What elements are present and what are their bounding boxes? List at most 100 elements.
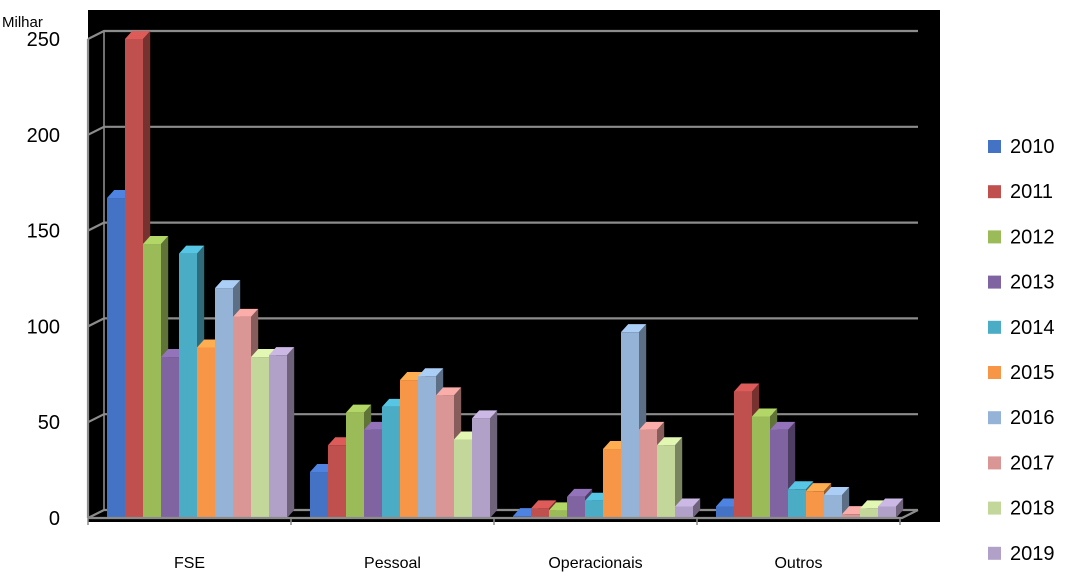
bar-front bbox=[310, 472, 328, 518]
bar-top bbox=[567, 488, 593, 497]
bar-front bbox=[675, 506, 693, 518]
legend: 2010 2011 2012 2013 2014 2015 2016 2017 2018 2019 bbox=[988, 136, 1055, 565]
bar-top bbox=[472, 410, 498, 419]
bar-front bbox=[734, 391, 752, 518]
bar-front bbox=[400, 380, 418, 518]
legend-label: 2015 bbox=[1010, 362, 1055, 384]
bar-front bbox=[454, 439, 472, 518]
legend-swatch bbox=[988, 411, 1001, 425]
x-tick-label: Pessoal bbox=[364, 555, 421, 572]
legend-label: 2016 bbox=[1010, 407, 1055, 429]
bar-top bbox=[436, 387, 462, 396]
legend-swatch bbox=[988, 501, 1001, 515]
bar-front bbox=[233, 316, 251, 518]
legend-swatch bbox=[988, 275, 1001, 289]
bar-front bbox=[364, 429, 382, 518]
bar-top bbox=[770, 421, 796, 430]
legend-label: 2017 bbox=[1010, 452, 1055, 474]
legend-label: 2013 bbox=[1010, 272, 1055, 294]
bar-front bbox=[878, 506, 896, 518]
bar-top bbox=[788, 481, 814, 490]
bar bbox=[675, 498, 701, 518]
bar-front bbox=[472, 418, 490, 518]
bar-top bbox=[824, 487, 850, 496]
y-tick-label: 200 bbox=[27, 125, 60, 147]
legend-swatch bbox=[988, 366, 1001, 379]
legend-label: 2014 bbox=[1010, 317, 1055, 339]
legend-swatch bbox=[988, 140, 1001, 153]
bar-front bbox=[621, 332, 639, 518]
bar-top bbox=[418, 368, 444, 377]
y-tick-label: 0 bbox=[49, 508, 60, 530]
floor-edge bbox=[88, 509, 919, 520]
bar-front bbox=[716, 506, 734, 518]
bar-front bbox=[269, 355, 287, 518]
legend-label: 2011 bbox=[1010, 181, 1053, 203]
bar-side bbox=[693, 498, 701, 518]
bar-side bbox=[490, 410, 498, 518]
bar-top bbox=[269, 347, 295, 356]
bar-front bbox=[143, 244, 161, 518]
bar-front bbox=[418, 376, 436, 518]
unit-label: Milhar bbox=[2, 14, 43, 31]
bar-top bbox=[752, 408, 778, 417]
legend-swatch bbox=[988, 230, 1001, 244]
bar-front bbox=[197, 347, 215, 518]
bar-front bbox=[603, 449, 621, 518]
y-tick-label: 50 bbox=[38, 412, 60, 434]
bar-front bbox=[567, 496, 585, 518]
bar-front bbox=[788, 489, 806, 518]
bar-front bbox=[585, 500, 603, 518]
bar-front bbox=[639, 429, 657, 518]
bar-front bbox=[125, 39, 143, 518]
bar-top bbox=[125, 31, 151, 39]
bar-side bbox=[287, 347, 295, 518]
x-tick-label: Outros bbox=[774, 555, 822, 572]
bar-front bbox=[179, 253, 197, 519]
bar-front bbox=[251, 357, 269, 518]
bar-top bbox=[621, 324, 647, 333]
bar-top bbox=[878, 498, 904, 507]
bar-side bbox=[675, 437, 683, 518]
bar-front bbox=[549, 510, 567, 518]
bar-front bbox=[382, 406, 400, 518]
bar bbox=[878, 498, 904, 518]
bar-front bbox=[770, 429, 788, 518]
legend-swatch bbox=[988, 185, 1001, 199]
legend-label: 2019 bbox=[1010, 543, 1055, 565]
bar-front bbox=[161, 357, 179, 518]
bar bbox=[269, 347, 295, 518]
bar-front bbox=[215, 288, 233, 518]
bar-top bbox=[531, 500, 557, 509]
bars bbox=[107, 31, 904, 519]
bar-top bbox=[346, 404, 372, 413]
bar-top bbox=[657, 437, 683, 446]
legend-label: 2012 bbox=[1010, 226, 1055, 248]
bar-front bbox=[752, 416, 770, 518]
legend-label: 2010 bbox=[1010, 136, 1055, 158]
legend-swatch bbox=[988, 546, 1001, 560]
bar-front bbox=[842, 514, 860, 518]
bar-front bbox=[436, 395, 454, 518]
x-tick-label: FSE bbox=[174, 555, 205, 572]
bar-top bbox=[675, 498, 701, 507]
bar bbox=[657, 437, 683, 518]
legend-swatch bbox=[988, 456, 1001, 470]
y-tick-label: 100 bbox=[27, 316, 60, 338]
bar-front bbox=[657, 445, 675, 518]
bar-top bbox=[639, 421, 665, 430]
bar-top bbox=[734, 383, 760, 392]
bar-top bbox=[179, 245, 205, 254]
legend-label: 2018 bbox=[1010, 498, 1055, 520]
bar-side bbox=[896, 498, 904, 518]
legend-swatch bbox=[988, 320, 1001, 334]
bar-top bbox=[143, 236, 169, 245]
bar-front bbox=[806, 491, 824, 518]
bar-front bbox=[824, 495, 842, 518]
bar-top bbox=[215, 280, 241, 289]
y-tick-label: 250 bbox=[27, 29, 60, 51]
bar-top bbox=[806, 483, 832, 492]
bar-front bbox=[328, 445, 346, 518]
